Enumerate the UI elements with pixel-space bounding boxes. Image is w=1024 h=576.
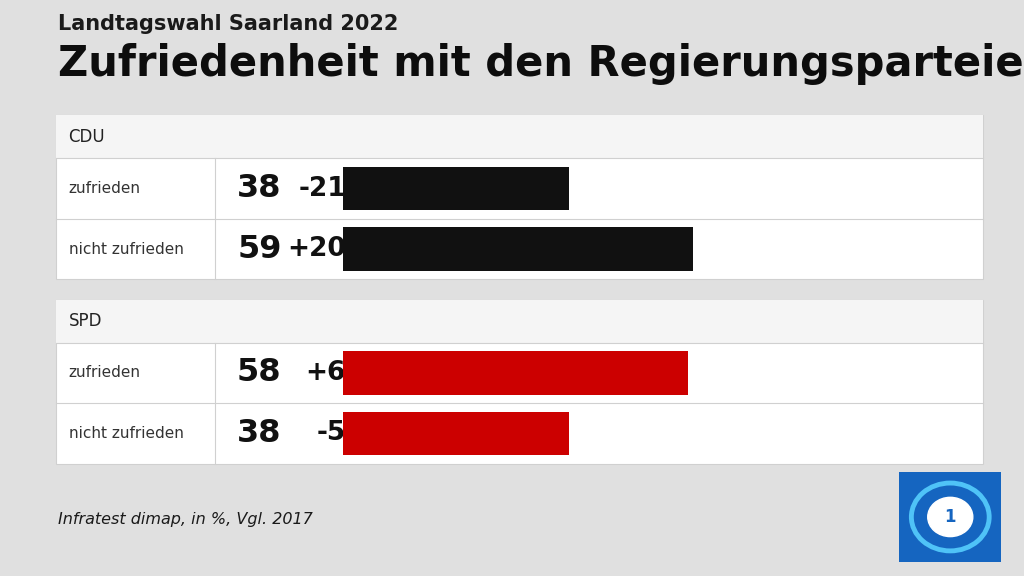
FancyBboxPatch shape — [343, 228, 693, 271]
FancyBboxPatch shape — [56, 300, 983, 464]
Text: 38: 38 — [238, 173, 282, 204]
Text: 58: 58 — [237, 358, 282, 388]
Text: 38: 38 — [238, 418, 282, 449]
Text: +20: +20 — [288, 236, 346, 262]
Text: nicht zufrieden: nicht zufrieden — [69, 426, 183, 441]
Text: -5: -5 — [316, 420, 346, 446]
Text: Infratest dimap, in %, Vgl. 2017: Infratest dimap, in %, Vgl. 2017 — [58, 512, 313, 527]
Text: 1: 1 — [944, 508, 956, 526]
Text: CDU: CDU — [69, 128, 105, 146]
Text: zufrieden: zufrieden — [69, 365, 140, 381]
Text: 59: 59 — [238, 234, 282, 264]
Text: nicht zufrieden: nicht zufrieden — [69, 241, 183, 257]
Text: +6: +6 — [306, 360, 346, 386]
FancyBboxPatch shape — [56, 115, 983, 279]
Text: zufrieden: zufrieden — [69, 181, 140, 196]
Text: SPD: SPD — [69, 312, 102, 330]
FancyBboxPatch shape — [343, 412, 568, 455]
FancyBboxPatch shape — [343, 351, 687, 395]
Text: Zufriedenheit mit den Regierungsparteien: Zufriedenheit mit den Regierungsparteien — [58, 43, 1024, 85]
Circle shape — [928, 497, 973, 537]
FancyBboxPatch shape — [343, 167, 568, 210]
FancyBboxPatch shape — [896, 469, 1005, 564]
Text: Landtagswahl Saarland 2022: Landtagswahl Saarland 2022 — [58, 14, 398, 35]
Text: -21: -21 — [298, 176, 346, 202]
FancyBboxPatch shape — [56, 115, 983, 158]
FancyBboxPatch shape — [56, 300, 983, 343]
